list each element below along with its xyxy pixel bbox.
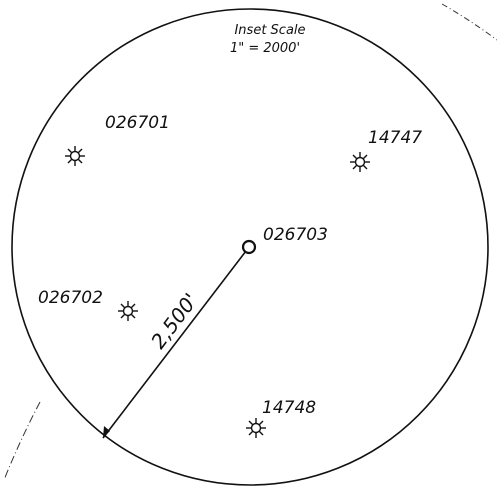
outer-arc: [441, 3, 497, 41]
well-symbol: [349, 151, 371, 173]
well-label: 026701: [105, 113, 170, 133]
outer-arc: [3, 401, 41, 481]
well-symbol: [117, 300, 139, 322]
well-label: 14748: [262, 398, 316, 418]
arrow: [103, 426, 110, 438]
inset-circle: [11, 8, 489, 486]
well-symbol: [245, 417, 267, 439]
well-symbol: [64, 145, 86, 167]
well-label: 026703: [263, 225, 328, 245]
inset-scale: 1" = 2000': [230, 41, 300, 56]
well-label: 14747: [368, 128, 422, 148]
radius-line: [102, 250, 247, 439]
center-well: [241, 239, 257, 255]
inset-title: Inset Scale: [234, 23, 305, 38]
well-label: 026702: [38, 288, 103, 308]
